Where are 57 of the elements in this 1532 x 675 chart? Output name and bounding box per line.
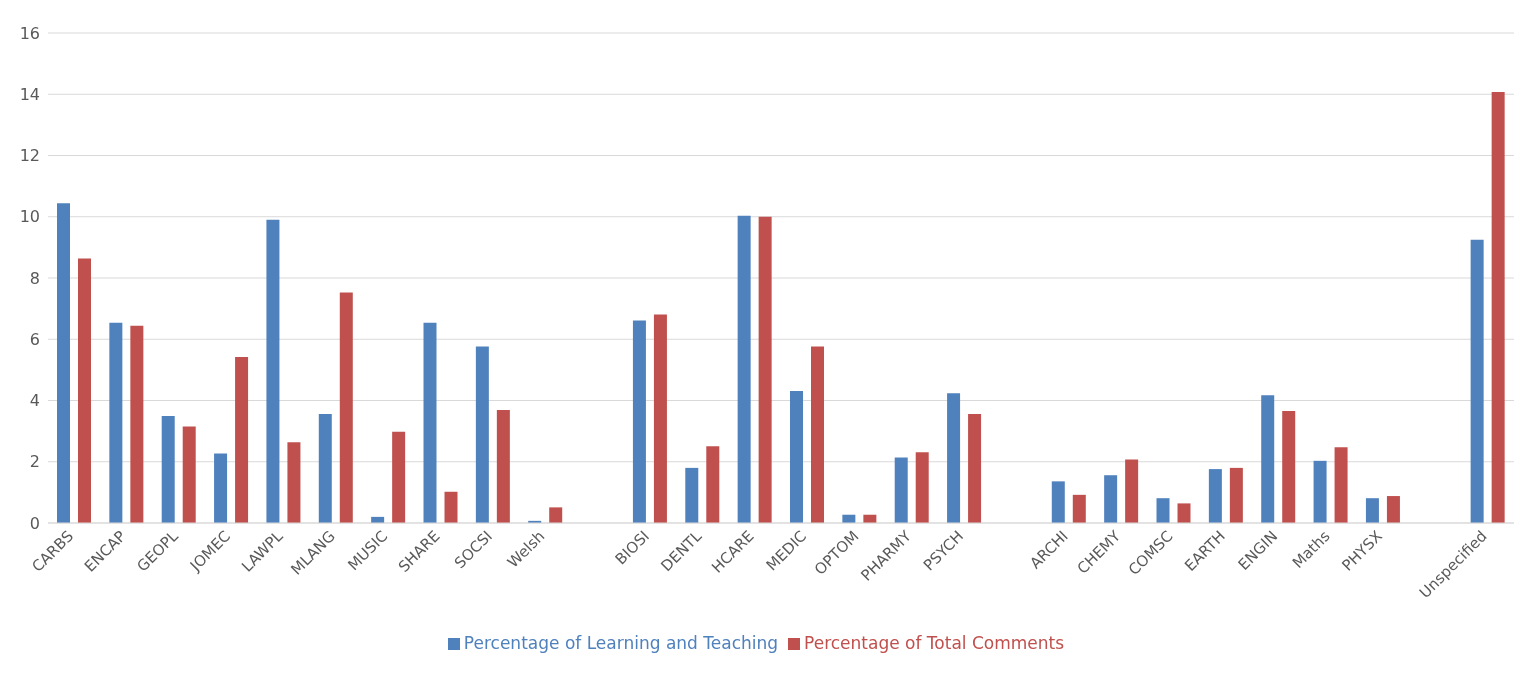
bar	[1491, 92, 1505, 523]
bar	[549, 507, 563, 523]
bar	[1104, 475, 1118, 523]
bar	[318, 413, 332, 523]
y-tick-label: 4	[29, 391, 40, 411]
bar	[339, 292, 353, 523]
bar	[685, 467, 699, 523]
bar	[758, 216, 772, 523]
bar	[811, 346, 824, 523]
y-tick-label: 10	[19, 207, 40, 227]
y-tick-label: 16	[19, 23, 40, 43]
bar	[182, 426, 196, 523]
bar	[57, 203, 70, 523]
y-tick-label: 14	[19, 84, 40, 104]
legend-label: Percentage of Total Comments	[804, 633, 1065, 653]
bar	[894, 457, 908, 523]
bar	[130, 325, 144, 523]
bar	[161, 416, 175, 523]
bar	[1261, 395, 1275, 523]
bar	[1282, 410, 1296, 523]
bar	[632, 320, 646, 523]
bar	[1208, 469, 1222, 523]
bar	[653, 314, 667, 523]
bar	[1051, 481, 1065, 523]
y-tick-label: 2	[29, 452, 40, 472]
bar	[1334, 447, 1348, 523]
bar	[915, 452, 929, 523]
bar	[968, 413, 982, 523]
bar	[392, 431, 406, 523]
bar	[706, 446, 720, 523]
bar	[235, 357, 249, 523]
y-tick-label: 12	[19, 146, 40, 166]
bar	[1229, 467, 1243, 523]
y-tick-label: 6	[29, 329, 40, 349]
bar	[1365, 498, 1379, 523]
bar	[109, 322, 123, 523]
y-tick-label: 8	[29, 268, 40, 288]
bar	[947, 393, 961, 523]
bar	[214, 453, 228, 523]
bar	[1470, 239, 1484, 523]
bar	[475, 346, 489, 523]
bar	[1313, 460, 1327, 523]
bar	[1125, 459, 1139, 523]
bar	[1156, 498, 1170, 523]
bar	[790, 391, 803, 523]
bar	[737, 215, 751, 523]
legend-label: Percentage of Learning and Teaching	[463, 633, 779, 653]
bar	[78, 258, 91, 523]
bar	[444, 491, 458, 523]
bar	[1386, 496, 1400, 523]
bar	[496, 409, 510, 523]
bar	[266, 219, 280, 523]
bar	[1177, 503, 1191, 523]
y-tick-label: 0	[29, 513, 40, 533]
bar	[423, 322, 437, 523]
bar	[287, 442, 301, 523]
bar	[1072, 494, 1086, 523]
